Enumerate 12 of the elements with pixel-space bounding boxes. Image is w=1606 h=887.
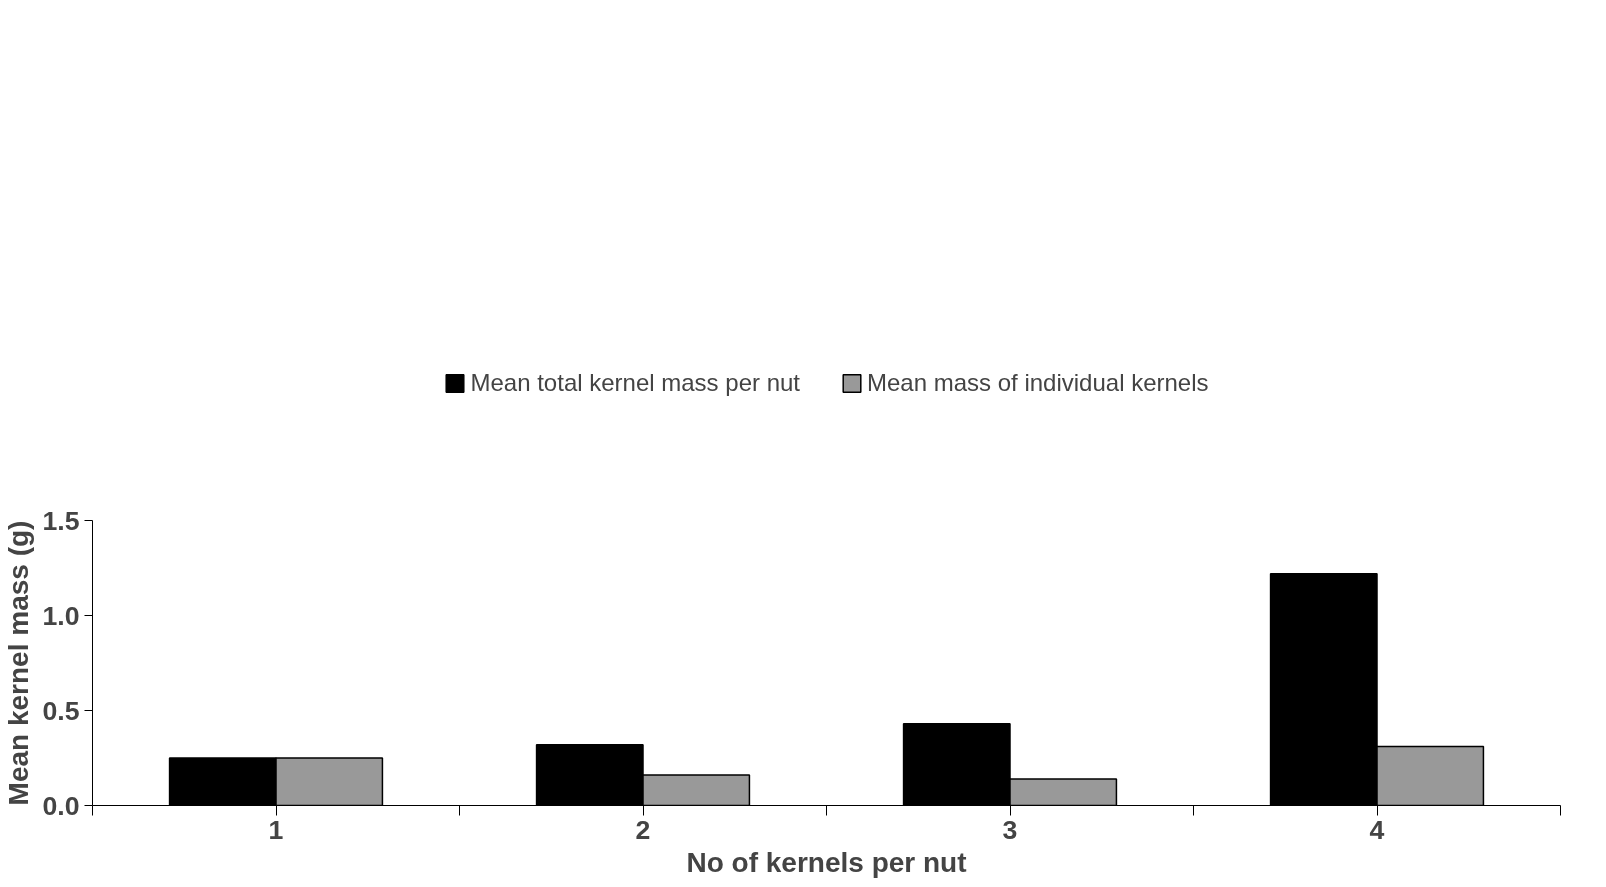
x-tick-label: 4 xyxy=(1369,814,1385,845)
y-tick-label: 0.0 xyxy=(42,790,80,821)
legend-label: Mean total kernel mass per nut xyxy=(470,369,800,397)
x-tick-label: 1 xyxy=(268,814,284,845)
y-tick-label: 1.0 xyxy=(42,600,80,631)
x-axis-title: No of kernels per nut xyxy=(686,846,967,878)
y-tick-label: 1.5 xyxy=(42,505,80,536)
legend-label: Mean mass of individual kernels xyxy=(867,369,1209,397)
x-tick-label: 3 xyxy=(1002,814,1018,845)
y-tick-label: 0.5 xyxy=(42,695,80,726)
x-tick-label: 2 xyxy=(635,814,651,845)
y-axis-title: Mean kernel mass (g) xyxy=(3,520,35,806)
